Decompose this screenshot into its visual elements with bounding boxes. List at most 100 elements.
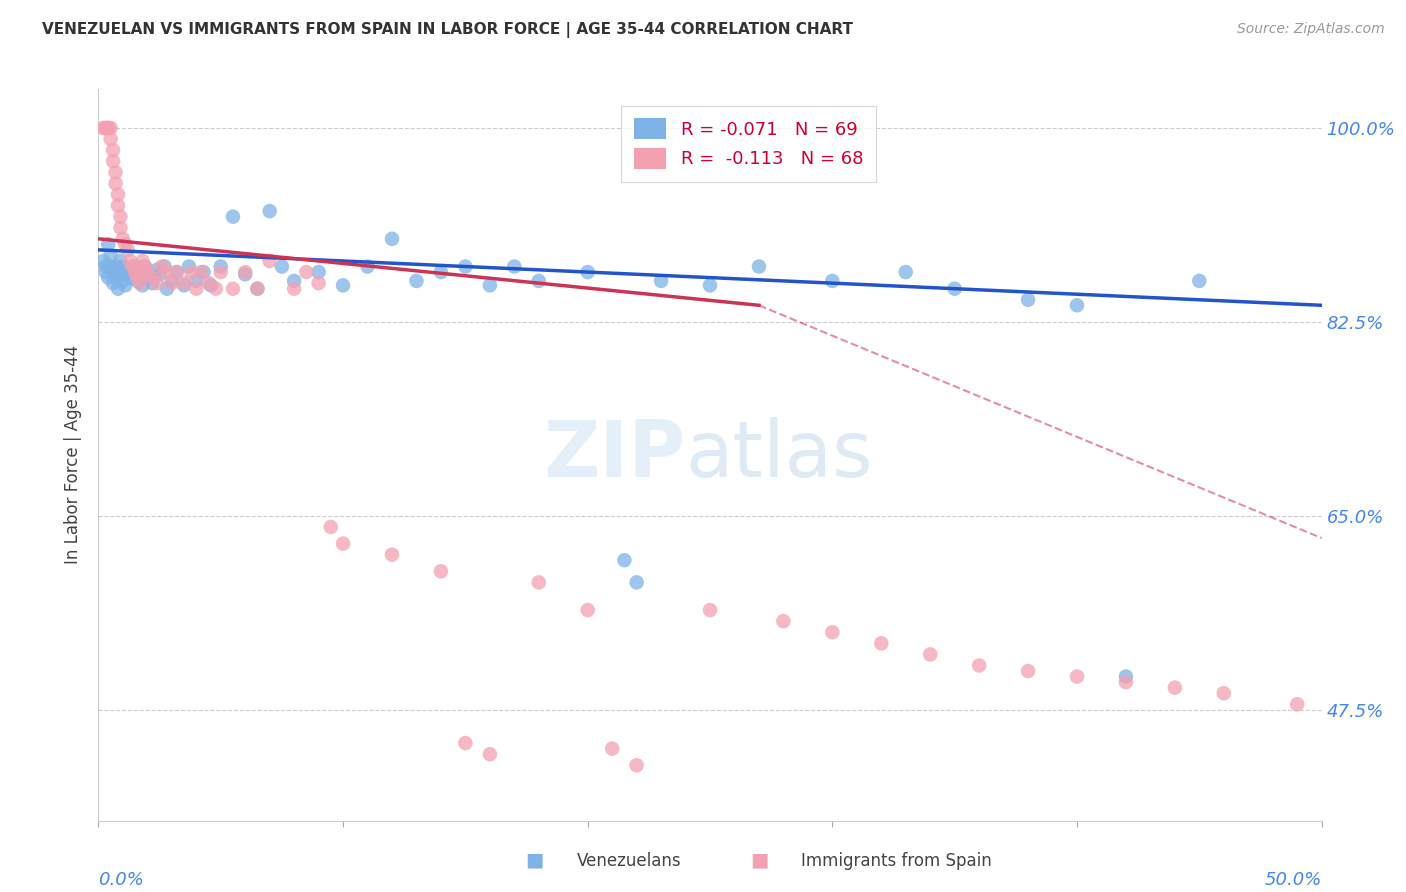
Text: 0.0%: 0.0%	[98, 871, 145, 888]
Point	[110, 210, 132, 224]
Point	[430, 265, 453, 279]
Point	[111, 260, 134, 274]
Point	[870, 636, 893, 650]
Point	[104, 270, 127, 285]
Point	[190, 265, 212, 279]
Point	[699, 603, 721, 617]
Point	[650, 274, 672, 288]
Point	[200, 278, 222, 293]
Text: ■: ■	[524, 851, 544, 870]
Point	[600, 741, 623, 756]
Point	[308, 276, 330, 290]
Point	[107, 198, 129, 212]
Point	[136, 270, 159, 285]
Point	[332, 278, 354, 293]
Point	[101, 154, 124, 169]
Point	[308, 265, 330, 279]
Point	[246, 282, 269, 296]
Point	[283, 274, 305, 288]
Point	[332, 536, 354, 550]
Point	[1017, 664, 1039, 678]
Point	[222, 210, 245, 224]
Point	[120, 270, 142, 285]
Point	[576, 265, 599, 279]
Point	[101, 143, 124, 157]
Point	[100, 120, 122, 135]
Point	[222, 282, 245, 296]
Point	[180, 265, 202, 279]
Point	[114, 237, 136, 252]
Point	[150, 260, 173, 274]
Text: VENEZUELAN VS IMMIGRANTS FROM SPAIN IN LABOR FORCE | AGE 35-44 CORRELATION CHART: VENEZUELAN VS IMMIGRANTS FROM SPAIN IN L…	[42, 22, 853, 38]
Point	[166, 265, 188, 279]
Point	[117, 243, 139, 257]
Point	[127, 274, 149, 288]
Point	[626, 758, 648, 772]
Point	[97, 120, 120, 135]
Point	[1115, 675, 1137, 690]
Point	[94, 120, 117, 135]
Point	[319, 520, 342, 534]
Point	[110, 220, 132, 235]
Point	[454, 736, 477, 750]
Point	[821, 274, 844, 288]
Text: ■: ■	[749, 851, 769, 870]
Point	[478, 278, 501, 293]
Point	[186, 282, 208, 296]
Point	[94, 120, 117, 135]
Point	[127, 270, 149, 285]
Point	[454, 260, 477, 274]
Point	[100, 248, 122, 262]
Point	[134, 260, 156, 274]
Point	[173, 276, 195, 290]
Point	[100, 132, 122, 146]
Point	[821, 625, 844, 640]
Point	[943, 282, 966, 296]
Point	[149, 267, 172, 281]
Point	[205, 282, 228, 296]
Point	[120, 254, 142, 268]
Point	[134, 260, 156, 274]
Point	[270, 260, 294, 274]
Point	[295, 265, 318, 279]
Point	[156, 265, 179, 279]
Point	[97, 237, 120, 252]
Point	[94, 260, 117, 274]
Text: ZIP: ZIP	[543, 417, 686, 493]
Point	[101, 265, 124, 279]
Point	[613, 553, 636, 567]
Point	[967, 658, 990, 673]
Point	[166, 265, 188, 279]
Point	[430, 564, 453, 578]
Point	[381, 548, 404, 562]
Point	[91, 254, 114, 268]
Point	[193, 265, 215, 279]
Point	[626, 575, 648, 590]
Point	[246, 282, 269, 296]
Point	[121, 260, 143, 274]
Point	[100, 260, 122, 274]
Point	[111, 232, 134, 246]
Point	[503, 260, 526, 274]
Point	[197, 276, 219, 290]
Point	[129, 265, 152, 279]
Point	[104, 260, 127, 274]
Text: atlas: atlas	[686, 417, 873, 493]
Point	[124, 260, 146, 274]
Point	[233, 265, 256, 279]
Point	[131, 278, 153, 293]
Point	[186, 274, 208, 288]
Point	[1115, 669, 1137, 683]
Point	[146, 263, 169, 277]
Point	[94, 265, 117, 279]
Point	[233, 267, 256, 281]
Point	[478, 747, 501, 761]
Point	[107, 265, 129, 279]
Text: 50.0%: 50.0%	[1264, 871, 1322, 888]
Point	[1164, 681, 1187, 695]
Point	[110, 254, 132, 268]
Point	[129, 276, 152, 290]
Point	[114, 278, 136, 293]
Point	[920, 648, 942, 662]
Point	[405, 274, 427, 288]
